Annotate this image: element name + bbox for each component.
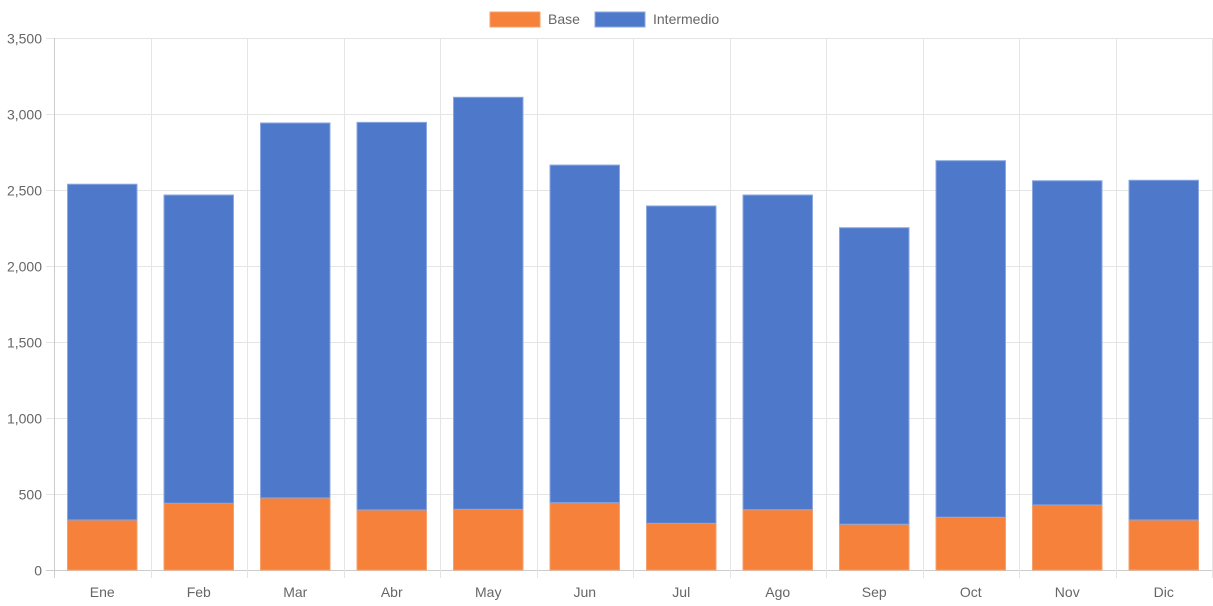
bar-intermedio-mar [260,122,331,499]
y-tick-label: 2,500 [7,183,42,199]
bar-base-sep [839,523,910,571]
bar-intermedio-oct [935,160,1006,518]
x-tick-label: Abr [381,584,403,600]
x-tick-label: Jul [672,584,690,600]
bar-intermedio-jul [646,205,717,524]
bar-intermedio-nov [1032,180,1103,506]
bar-base-ago [742,509,813,571]
x-tick-label: Dic [1154,584,1174,600]
grid [46,38,1213,578]
y-tick-label: 1,000 [7,411,42,427]
bar-base-feb [163,502,234,571]
x-axis: Ene Feb Mar Abr May Jun Jul Ago Sep Oct Nov Dic [90,584,1174,600]
legend-label: Intermedio [653,11,719,27]
x-tick-label: May [475,584,501,600]
bar-intermedio-may [453,96,524,510]
x-tick-label: Sep [862,584,887,600]
x-tick-label: Mar [283,584,307,600]
y-tick-label: 1,500 [7,335,42,351]
bar-base-jul [646,522,717,571]
x-tick-label: Oct [960,584,982,600]
bar-intermedio-jun [549,164,620,504]
y-tick-label: 0 [34,563,42,579]
bar-base-mar [260,497,331,571]
bar-base-ene [67,519,138,571]
bar-intermedio-ago [742,194,813,511]
bars [67,96,1199,571]
x-tick-label: Nov [1055,584,1080,600]
y-axis: 0 500 1,000 1,500 2,000 2,500 3,000 3,500 [7,31,42,579]
y-tick-label: 500 [19,487,43,503]
bar-intermedio-sep [839,227,910,525]
bar-intermedio-abr [356,121,427,511]
legend-label: Base [548,11,580,27]
legend-item-base[interactable]: Base [489,11,580,28]
bar-base-may [453,508,524,571]
bar-intermedio-feb [163,194,234,504]
legend-swatch [489,11,541,28]
x-tick-label: Ago [765,584,790,600]
bar-base-dic [1128,519,1199,571]
bar-intermedio-dic [1128,179,1199,521]
y-tick-label: 3,000 [7,107,42,123]
x-tick-label: Jun [573,584,596,600]
bar-base-jun [549,502,620,571]
bar-base-nov [1032,504,1103,571]
bar-base-oct [935,516,1006,571]
x-tick-label: Feb [187,584,211,600]
bar-intermedio-ene [67,183,138,521]
bar-base-abr [356,509,427,571]
legend-item-intermedio[interactable]: Intermedio [594,11,719,28]
legend[interactable]: Base Intermedio [489,11,719,28]
y-tick-label: 3,500 [7,31,42,47]
y-tick-label: 2,000 [7,259,42,275]
x-tick-label: Ene [90,584,115,600]
legend-swatch [594,11,646,28]
